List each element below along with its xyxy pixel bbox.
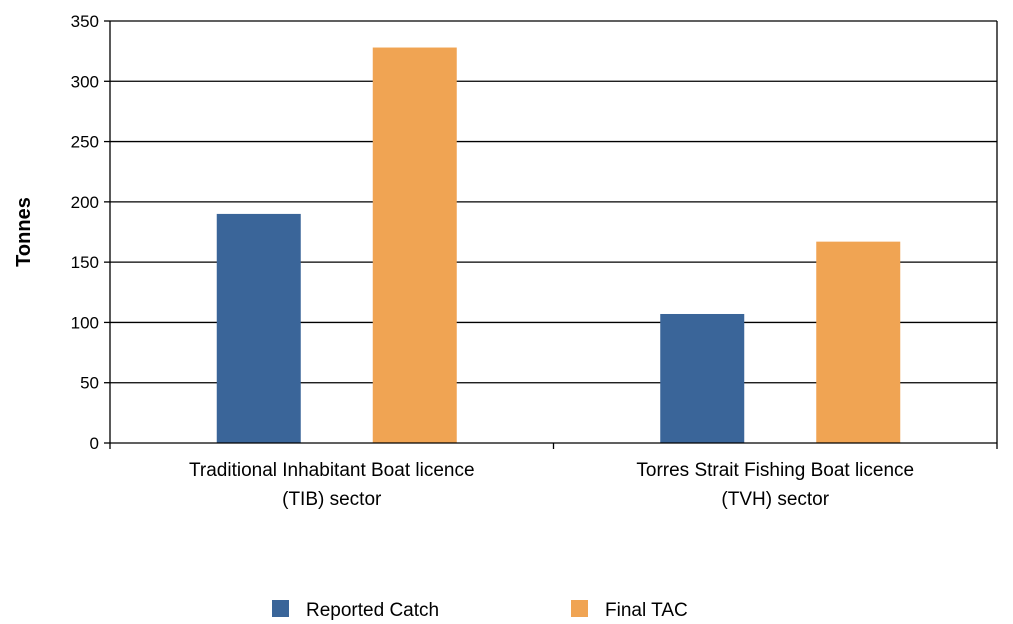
legend-swatch bbox=[571, 600, 588, 617]
x-category-label: (TIB) sector bbox=[282, 489, 382, 510]
bars bbox=[216, 47, 901, 443]
y-tick-label: 150 bbox=[71, 253, 99, 272]
y-tick-label: 50 bbox=[80, 374, 99, 393]
y-tick-label: 0 bbox=[90, 434, 99, 453]
bar-reported-catch bbox=[216, 213, 301, 443]
y-axis-label: Tonnes bbox=[13, 197, 35, 267]
bar-final-tac bbox=[372, 47, 457, 443]
y-tick-label: 350 bbox=[71, 12, 99, 31]
x-category-labels: Traditional Inhabitant Boat licence (TIB)… bbox=[189, 460, 914, 510]
x-category-label: (TVH) sector bbox=[721, 489, 829, 510]
legend: Reported Catch Final TAC bbox=[272, 600, 688, 621]
axes bbox=[104, 20, 998, 449]
y-tick-labels: 0 50 100 150 200 250 300 350 bbox=[71, 12, 99, 453]
legend-swatch bbox=[272, 600, 289, 617]
x-category-label: Traditional Inhabitant Boat licence bbox=[189, 460, 475, 481]
y-tick-label: 300 bbox=[71, 72, 99, 91]
x-category-label: Torres Strait Fishing Boat licence bbox=[636, 460, 914, 481]
y-tick-label: 100 bbox=[71, 313, 99, 332]
bar-reported-catch bbox=[660, 313, 745, 443]
legend-label: Final TAC bbox=[605, 600, 688, 621]
bar-final-tac bbox=[816, 241, 901, 443]
y-tick-label: 200 bbox=[71, 193, 99, 212]
y-tick-label: 250 bbox=[71, 133, 99, 152]
legend-label: Reported Catch bbox=[306, 600, 439, 621]
